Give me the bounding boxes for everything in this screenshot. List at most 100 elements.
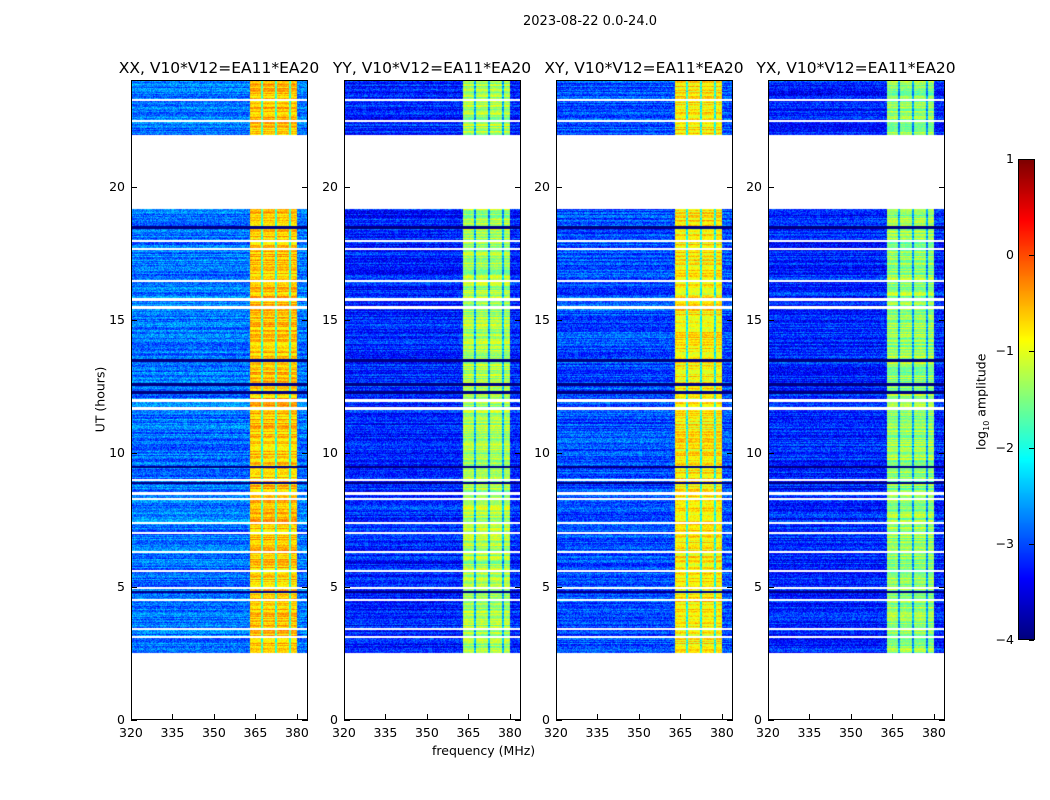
x-tick-mark xyxy=(131,714,132,720)
y-tick-mark xyxy=(727,720,733,721)
y-tick-mark xyxy=(515,586,521,588)
y-tick-label: 0 xyxy=(330,712,338,727)
x-tick-mark xyxy=(768,714,769,720)
y-tick-mark xyxy=(939,586,945,588)
x-tick-label: 335 xyxy=(797,725,822,740)
figure-title: 2023-08-22 0.0-24.0 xyxy=(523,14,657,29)
x-tick-mark xyxy=(721,714,723,720)
y-tick-label: 20 xyxy=(322,178,338,194)
x-tick-mark xyxy=(255,714,257,720)
spectrogram-panel xyxy=(768,80,945,720)
y-tick-mark xyxy=(344,186,350,188)
colorbar-tick-mark xyxy=(1029,640,1034,641)
x-tick-mark xyxy=(597,714,599,720)
x-tick-mark xyxy=(933,714,935,720)
y-tick-mark xyxy=(515,320,521,321)
x-tick-mark xyxy=(296,714,298,720)
y-tick-mark xyxy=(131,720,137,721)
colorbar-tick-mark xyxy=(1029,447,1034,449)
colorbar-tick-label: −4 xyxy=(995,632,1014,647)
x-tick-mark xyxy=(638,714,640,720)
y-tick-mark xyxy=(302,453,308,455)
x-tick-label: 350 xyxy=(414,725,439,740)
y-tick-mark xyxy=(302,586,308,588)
colorbar-label: log10 amplitude xyxy=(973,353,991,450)
y-tick-mark xyxy=(556,186,562,188)
y-tick-mark xyxy=(344,453,350,455)
x-tick-label: 365 xyxy=(668,725,693,740)
y-tick-mark xyxy=(515,720,521,721)
x-tick-label: 365 xyxy=(880,725,905,740)
x-tick-label: 335 xyxy=(585,725,610,740)
y-tick-mark xyxy=(768,586,774,588)
y-tick-mark xyxy=(939,320,945,321)
y-tick-label: 10 xyxy=(322,445,338,461)
y-tick-mark xyxy=(556,453,562,455)
y-tick-mark xyxy=(302,720,308,721)
x-axis-label: frequency (MHz) xyxy=(432,743,536,758)
spectrogram-panel xyxy=(131,80,308,720)
y-tick-label: 15 xyxy=(746,312,762,327)
spectrogram-panel xyxy=(344,80,521,720)
y-tick-mark xyxy=(131,186,137,188)
colorbar-tick-label: −3 xyxy=(995,535,1014,551)
y-tick-mark xyxy=(556,320,562,321)
y-tick-mark xyxy=(939,453,945,455)
y-tick-mark xyxy=(727,186,733,188)
y-tick-label: 0 xyxy=(117,712,125,727)
y-tick-mark xyxy=(131,586,137,588)
y-tick-mark xyxy=(515,186,521,188)
x-tick-mark xyxy=(556,714,557,720)
panel-title: YY, V10*V12=EA11*EA20 xyxy=(332,59,532,77)
y-tick-mark xyxy=(768,720,774,721)
colorbar xyxy=(1018,159,1035,640)
colorbar-tick-label: −1 xyxy=(995,343,1014,359)
y-tick-label: 15 xyxy=(109,312,125,327)
x-tick-mark xyxy=(680,714,682,720)
y-tick-label: 5 xyxy=(330,578,338,594)
spectrogram-panel xyxy=(556,80,733,720)
x-tick-label: 365 xyxy=(456,725,481,740)
colorbar-tick-mark xyxy=(1029,351,1034,353)
panel-title: XX, V10*V12=EA11*EA20 xyxy=(118,59,320,77)
y-tick-mark xyxy=(768,320,774,321)
x-tick-label: 320 xyxy=(544,725,568,740)
x-tick-mark xyxy=(509,714,511,720)
x-tick-label: 350 xyxy=(201,725,226,740)
y-tick-mark xyxy=(515,453,521,455)
x-tick-label: 335 xyxy=(160,725,185,740)
y-tick-label: 10 xyxy=(109,445,125,461)
x-tick-label: 320 xyxy=(332,725,356,740)
panel-title: XY, V10*V12=EA11*EA20 xyxy=(544,59,744,77)
x-tick-label: 380 xyxy=(497,725,522,740)
y-tick-mark xyxy=(727,320,733,321)
x-tick-label: 335 xyxy=(373,725,398,740)
colorbar-tick-mark xyxy=(1029,543,1034,545)
x-tick-label: 350 xyxy=(626,725,651,740)
colorbar-tick-label: −2 xyxy=(995,439,1014,455)
y-tick-label: 10 xyxy=(746,445,762,461)
colorbar-gradient xyxy=(1019,160,1034,639)
y-tick-label: 15 xyxy=(322,312,338,327)
x-tick-mark xyxy=(892,714,894,720)
y-tick-mark xyxy=(768,453,774,455)
colorbar-tick-label: 0 xyxy=(1006,247,1014,263)
x-tick-mark xyxy=(213,714,215,720)
y-tick-mark xyxy=(302,320,308,321)
x-tick-mark xyxy=(426,714,428,720)
x-tick-mark xyxy=(172,714,174,720)
heatmap-1 xyxy=(345,81,520,719)
y-tick-mark xyxy=(768,186,774,188)
x-tick-label: 380 xyxy=(709,725,734,740)
y-tick-label: 0 xyxy=(542,712,550,727)
y-tick-mark xyxy=(344,720,350,721)
x-tick-label: 320 xyxy=(756,725,780,740)
y-tick-label: 20 xyxy=(109,178,125,194)
x-tick-label: 320 xyxy=(119,725,143,740)
y-tick-mark xyxy=(131,320,137,321)
y-tick-label: 5 xyxy=(117,578,125,594)
y-tick-mark xyxy=(344,586,350,588)
x-tick-mark xyxy=(468,714,470,720)
heatmap-3 xyxy=(769,81,944,719)
colorbar-tick-label: 1 xyxy=(1006,151,1014,166)
